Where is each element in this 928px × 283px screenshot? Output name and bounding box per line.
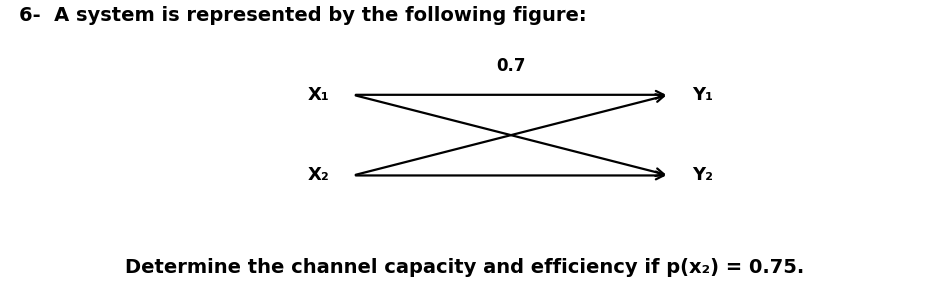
Text: 6-  A system is represented by the following figure:: 6- A system is represented by the follow… xyxy=(19,6,586,25)
Text: 0.7: 0.7 xyxy=(496,57,525,75)
Text: Y₂: Y₂ xyxy=(691,166,713,185)
Text: Determine the channel capacity and efficiency if p(x₂) = 0.75.: Determine the channel capacity and effic… xyxy=(124,258,804,277)
Text: Y₁: Y₁ xyxy=(691,86,713,104)
Text: X₂: X₂ xyxy=(308,166,329,185)
Text: X₁: X₁ xyxy=(308,86,329,104)
